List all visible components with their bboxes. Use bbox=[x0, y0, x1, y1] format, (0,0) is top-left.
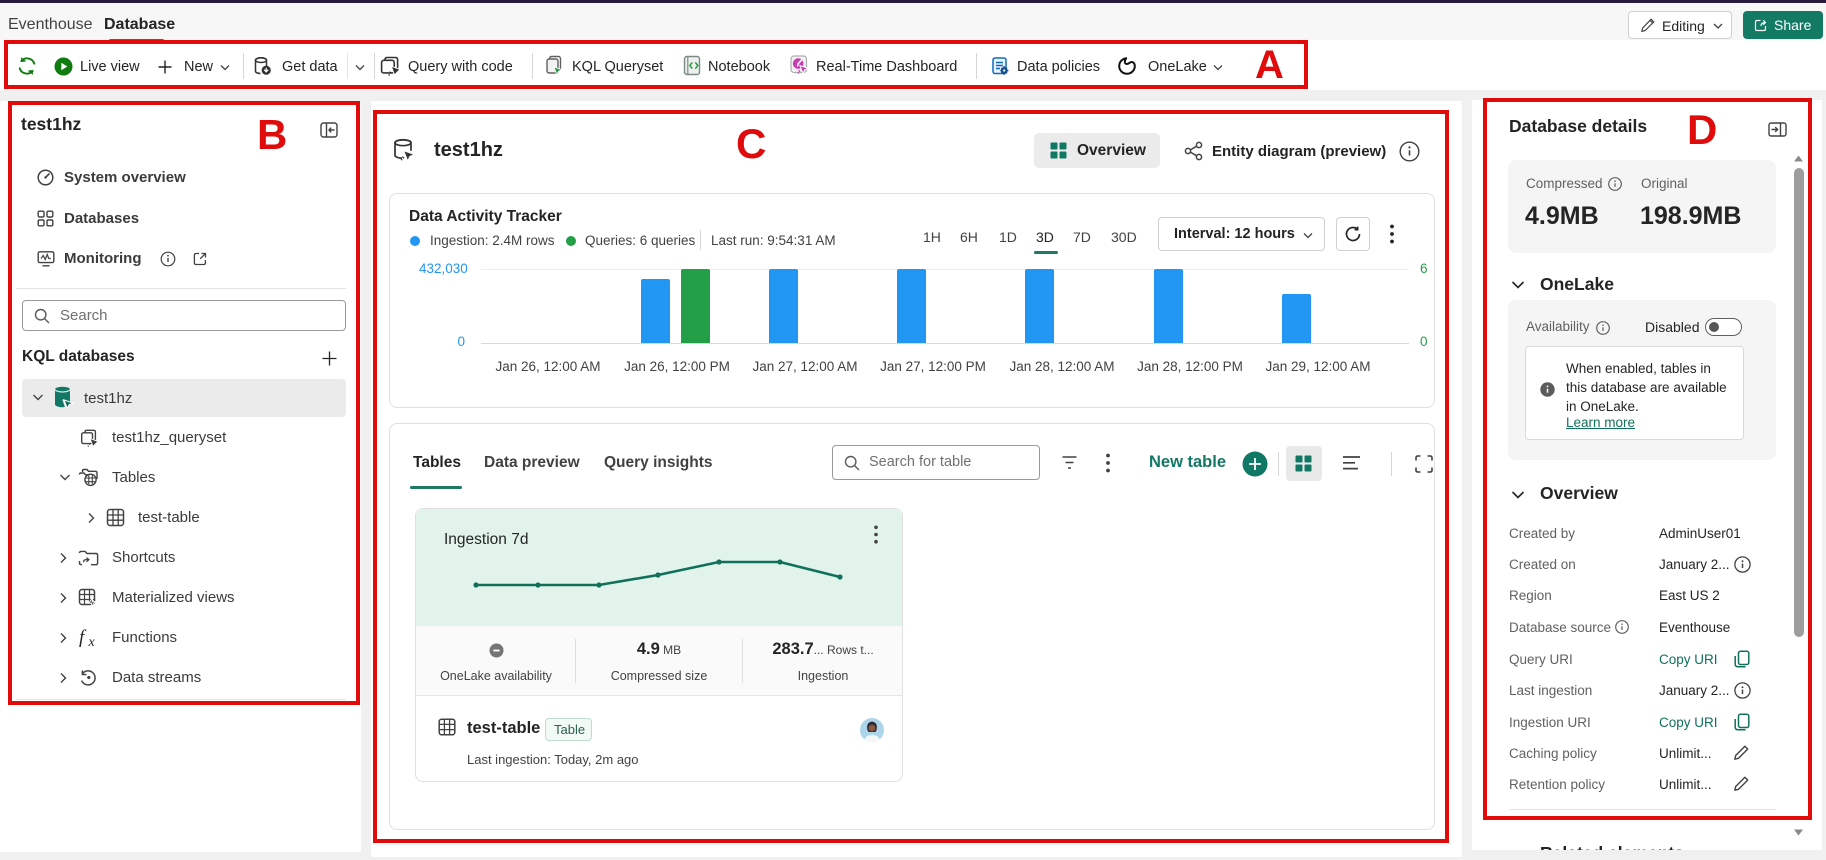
svg-text:f: f bbox=[79, 627, 87, 648]
svg-text:x: x bbox=[88, 635, 96, 648]
